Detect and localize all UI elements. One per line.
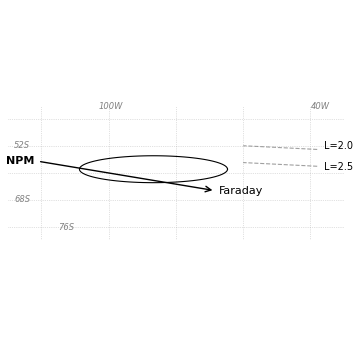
Text: NPM: NPM bbox=[6, 156, 34, 166]
Text: L=2.5: L=2.5 bbox=[324, 162, 353, 172]
Text: L=2.0: L=2.0 bbox=[324, 142, 353, 152]
Text: 40W: 40W bbox=[310, 102, 329, 111]
Text: 52S: 52S bbox=[14, 141, 30, 150]
Text: Faraday: Faraday bbox=[219, 186, 263, 196]
Text: 100W: 100W bbox=[98, 102, 123, 111]
Text: 76S: 76S bbox=[58, 223, 74, 232]
Text: 68S: 68S bbox=[14, 194, 30, 203]
